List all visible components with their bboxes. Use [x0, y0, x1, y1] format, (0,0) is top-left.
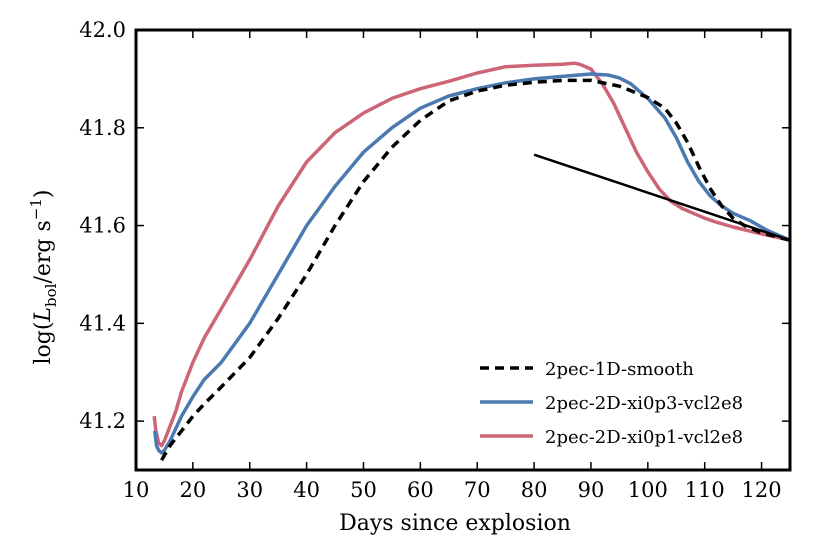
x-tick-label: 60	[407, 478, 434, 502]
reference-decline-line	[533, 153, 791, 242]
x-tick-label: 70	[464, 478, 491, 502]
x-tick-label: 40	[293, 478, 320, 502]
legend: 2pec-1D-smooth 2pec-2D-xi0p3-vcl2e8 2pec…	[480, 359, 743, 448]
y-axis-ticks: 41.2 41.4 41.6 41.8 42.0	[79, 18, 790, 433]
y-tick-label: 41.4	[79, 311, 126, 335]
legend-label-xi0p1: 2pec-2D-xi0p1-vcl2e8	[545, 427, 743, 448]
x-axis-label: Days since explosion	[339, 511, 571, 536]
x-tick-label: 80	[521, 478, 548, 502]
x-tick-label: 30	[236, 478, 263, 502]
plot-frame	[134, 28, 792, 472]
x-tick-label: 90	[578, 478, 605, 502]
x-tick-label: 50	[350, 478, 377, 502]
y-tick-label: 41.6	[79, 214, 126, 238]
x-tick-label: 110	[685, 478, 725, 502]
curves-layer	[152, 61, 791, 462]
y-axis-label: log(Lbol/erg s−1)	[27, 189, 60, 364]
x-tick-label: 120	[742, 478, 782, 502]
x-tick-label: 10	[123, 478, 150, 502]
y-tick-label: 41.8	[79, 116, 126, 140]
x-tick-label: 100	[628, 478, 668, 502]
x-tick-label: 20	[180, 478, 207, 502]
legend-label-xi0p3: 2pec-2D-xi0p3-vcl2e8	[545, 393, 743, 414]
y-tick-label: 42.0	[79, 18, 126, 42]
series-line-2pec-2D-xi0p3-vcl2e8	[153, 72, 791, 455]
legend-label-smooth: 2pec-1D-smooth	[545, 359, 694, 380]
y-tick-label: 41.2	[79, 409, 126, 433]
x-axis-ticks: 10 20 30 40 50 60 70 80 90 100 110 120	[123, 30, 782, 502]
series-line-2pec-2D-xi0p1-vcl2e8	[152, 61, 791, 448]
